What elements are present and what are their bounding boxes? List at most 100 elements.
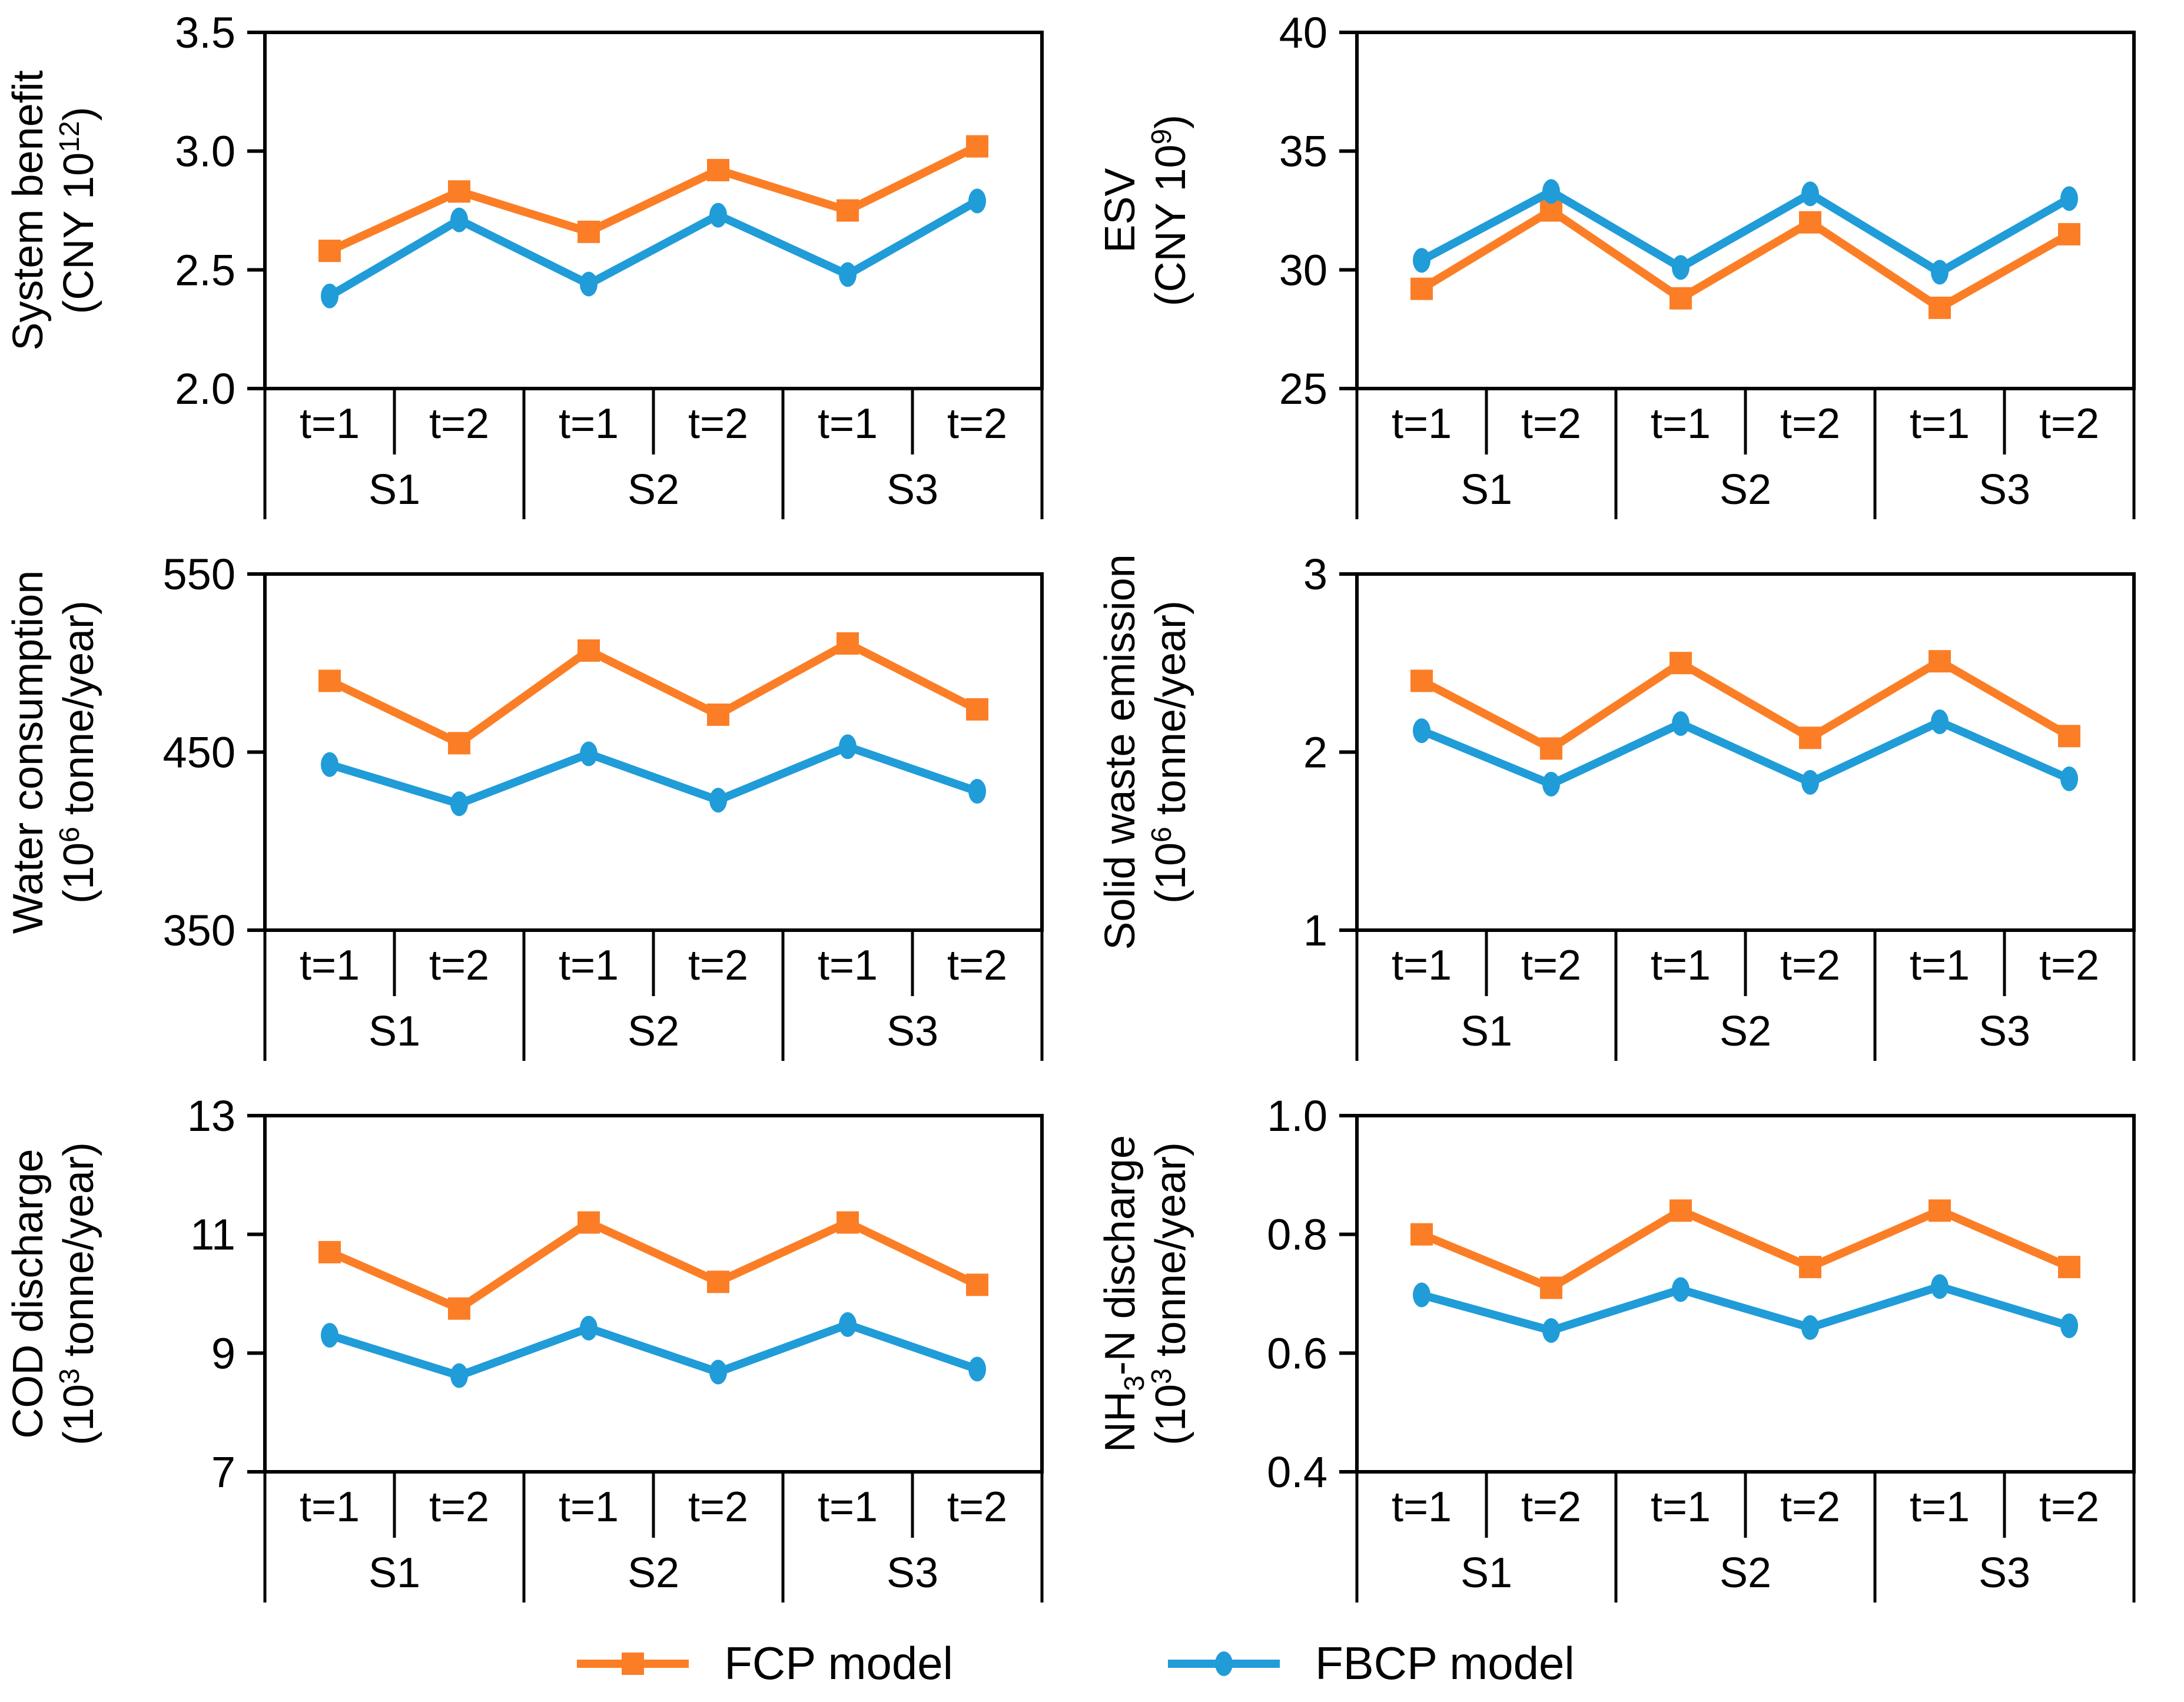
fbcp-marker: [2060, 766, 2078, 791]
series-fbcp: [321, 734, 986, 817]
fbcp-marker: [1672, 711, 1690, 736]
t-label: t=2: [1780, 400, 1840, 447]
x-axis-table: t=1 t=2 t=1 t=2 t=1 t=2S1 S2 S3: [1355, 1472, 2136, 1603]
y-tick-label: 0.6: [1267, 1329, 1327, 1378]
chart-panel-cod-discharge: 7 9 11 13 COD discharge (103 tonne/year) t=1 t=…: [0, 1083, 1092, 1625]
fcp-marker: [837, 632, 859, 655]
y-title-line: (106 tonne/year): [1146, 600, 1194, 904]
fbcp-marker: [580, 1315, 598, 1341]
fcp-marker: [1799, 1256, 1821, 1279]
s-label: S3: [1979, 1008, 2030, 1055]
y-title-line: (CNY 109): [1146, 115, 1194, 306]
y-title-line: Solid waste emission: [1097, 554, 1144, 950]
t-label: t=1: [1910, 1484, 1970, 1531]
fcp-marker: [837, 1211, 859, 1234]
t-label: t=2: [2039, 400, 2099, 447]
fcp-marker: [1410, 1223, 1433, 1246]
fcp-marker: [2058, 1256, 2080, 1279]
s-label: S2: [1720, 1550, 1771, 1597]
fcp-marker: [707, 1270, 729, 1293]
fcp-line: [1420, 1206, 2071, 1292]
fcp-marker: [966, 1273, 988, 1296]
t-label: t=2: [947, 1484, 1007, 1531]
fbcp-marker: [1931, 1274, 1949, 1299]
y-tick-label: 35: [1279, 127, 1327, 176]
chart-grid: 2.0 2.5 3.0 3.5 System benefit (CNY 1012) t=1 t…: [0, 0, 2136, 1625]
x-axis-table: t=1 t=2 t=1 t=2 t=1 t=2S1 S2 S3: [263, 389, 1044, 519]
fcp-line: [1419, 206, 2072, 312]
fcp-marker: [577, 639, 600, 662]
fbcp-marker: [968, 188, 986, 214]
y-title-line: (103 tonne/year): [1146, 1142, 1194, 1445]
s-label: S1: [369, 1550, 420, 1597]
t-label: t=1: [559, 942, 619, 989]
t-label: t=1: [300, 1484, 360, 1531]
fcp-marker: [1929, 1199, 1951, 1222]
fbcp-marker: [1542, 179, 1560, 204]
fbcp-marker: [839, 734, 857, 759]
legend-label-fbcp: FBCP model: [1315, 1637, 1575, 1689]
series-fbcp: [1413, 1274, 2078, 1343]
fbcp-marker: [1931, 260, 1949, 285]
fcp-line: [1419, 657, 2072, 753]
y-axis: 0.4 0.6 0.8 1.0: [1267, 1091, 2136, 1497]
t-label: t=1: [1392, 942, 1452, 989]
t-label: t=1: [1910, 942, 1970, 989]
y-title-line: (CNY 1012): [54, 107, 102, 314]
s-label: S2: [1720, 466, 1771, 513]
t-label: t=2: [1521, 1484, 1581, 1531]
y-axis-title: Solid waste emission (106 tonne/year): [1097, 554, 1194, 950]
fcp-marker: [577, 220, 600, 243]
t-label: t=1: [1392, 1484, 1452, 1531]
fbcp-line: [1419, 187, 2072, 277]
y-title-line: System benefit: [5, 70, 52, 350]
series-fcp: [318, 135, 988, 263]
y-tick-label: 450: [163, 728, 235, 777]
fbcp-marker: [1413, 248, 1430, 273]
y-title-line: Water consumption: [5, 570, 52, 934]
plot-box: [263, 1114, 1044, 1474]
s-label: S2: [628, 466, 679, 513]
fcp-marker: [1799, 211, 1821, 234]
fbcp-line: [328, 1320, 979, 1380]
y-title-line: (106 tonne/year): [54, 600, 102, 904]
y-tick-label: 2: [1303, 728, 1327, 777]
s-label: S1: [369, 466, 420, 513]
fcp-marker: [318, 1240, 341, 1263]
y-tick-label: 7: [211, 1448, 235, 1497]
y-tick-label: 13: [187, 1091, 235, 1140]
y-title-line: ESV: [1097, 168, 1144, 253]
fbcp-marker: [968, 1356, 986, 1382]
fbcp-marker: [321, 1323, 338, 1348]
s-label: S2: [628, 1550, 679, 1597]
y-tick-label: 3.0: [175, 127, 235, 176]
water-consumption-chart: 350 450 550 Water consumption (106 tonne/yea…: [5, 550, 1044, 1061]
chart-panel-system-benefit: 2.0 2.5 3.0 3.5 System benefit (CNY 1012) t=1 t…: [0, 0, 1092, 542]
fbcp-legend-marker: [1214, 1651, 1233, 1676]
fcp-marker: [1540, 1276, 1562, 1299]
fcp-marker: [1669, 652, 1692, 675]
t-label: t=1: [1651, 1484, 1711, 1531]
fcp-marker: [1929, 296, 1951, 319]
fcp-marker: [966, 698, 988, 721]
t-label: t=2: [2039, 1484, 2099, 1531]
legend-label-fcp: FCP model: [724, 1637, 953, 1689]
fbcp-marker: [321, 752, 338, 777]
t-label: t=2: [947, 400, 1007, 447]
fcp-marker: [1540, 737, 1562, 760]
fcp-marker: [966, 135, 988, 158]
fbcp-line: [1420, 1282, 2071, 1335]
fcp-legend-marker: [622, 1652, 645, 1675]
t-label: t=1: [1910, 400, 1970, 447]
fbcp-marker: [1672, 255, 1690, 280]
t-label: t=2: [429, 1484, 489, 1531]
plot-box: [263, 572, 1044, 932]
fbcp-marker: [2060, 186, 2078, 211]
fbcp-line: [328, 742, 979, 808]
fbcp-marker: [321, 283, 338, 308]
series-fcp: [1410, 199, 2080, 319]
y-tick-label: 350: [163, 906, 235, 955]
t-label: t=2: [947, 942, 1007, 989]
t-label: t=2: [429, 942, 489, 989]
